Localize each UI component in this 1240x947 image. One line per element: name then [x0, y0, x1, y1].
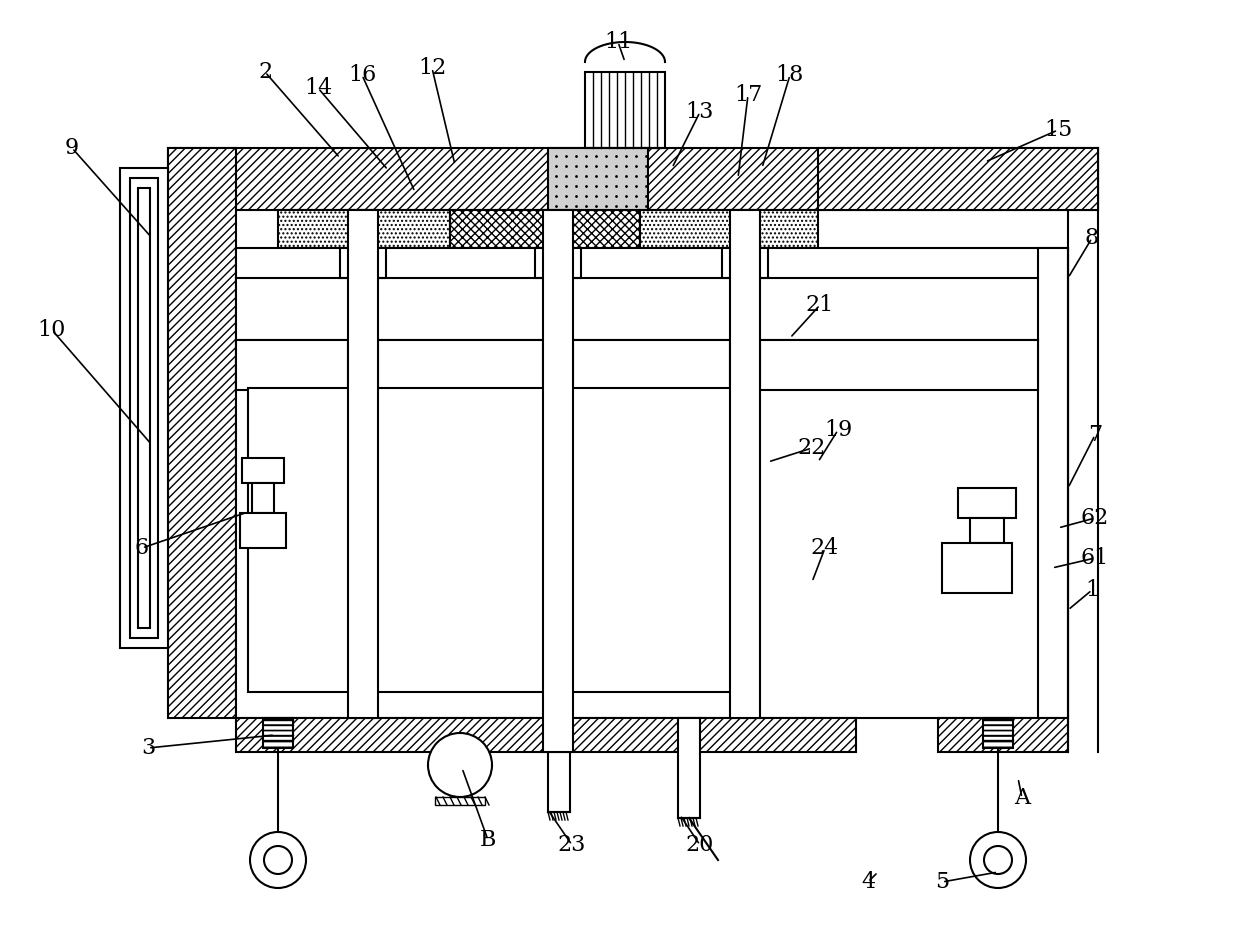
Text: B: B [480, 829, 496, 851]
Bar [120, 168, 167, 648]
Bar [435, 797, 485, 805]
Bar [348, 210, 378, 718]
Text: 61: 61 [1081, 547, 1109, 569]
Text: 3: 3 [141, 737, 155, 759]
Bar [730, 210, 760, 718]
Bar [262, 400, 345, 680]
Text: 24: 24 [811, 537, 839, 559]
Bar [252, 483, 274, 513]
Text: 1: 1 [1085, 579, 1099, 601]
Bar [241, 513, 286, 548]
Circle shape [970, 832, 1025, 888]
Bar [370, 388, 556, 692]
Text: 21: 21 [806, 294, 835, 316]
Text: 15: 15 [1044, 119, 1073, 141]
Bar [138, 188, 150, 628]
Bar [548, 148, 649, 210]
Bar [378, 340, 543, 390]
Text: 10: 10 [37, 319, 66, 341]
Bar [548, 752, 570, 812]
Bar [959, 488, 1016, 518]
Text: 14: 14 [304, 77, 332, 99]
Bar [760, 340, 1038, 390]
Text: 13: 13 [686, 101, 714, 123]
Bar [450, 210, 640, 248]
Text: 7: 7 [1087, 424, 1102, 446]
Bar [236, 340, 348, 390]
Bar [340, 248, 386, 278]
Text: 17: 17 [734, 84, 763, 106]
Text: 8: 8 [1085, 227, 1099, 249]
Bar [640, 210, 818, 248]
Bar [236, 718, 856, 752]
Bar [382, 400, 538, 680]
Text: 12: 12 [418, 57, 446, 79]
Text: 2: 2 [258, 61, 272, 83]
Text: 4: 4 [861, 871, 875, 893]
Bar [248, 388, 358, 692]
Text: 9: 9 [64, 137, 79, 159]
Text: 19: 19 [823, 419, 852, 441]
Bar [236, 248, 1068, 718]
Bar [278, 210, 450, 248]
Bar [130, 178, 157, 638]
Bar [577, 400, 725, 680]
Bar [970, 518, 1004, 543]
Bar [242, 458, 284, 483]
Circle shape [250, 832, 306, 888]
Circle shape [264, 846, 291, 874]
Bar [722, 248, 768, 278]
Bar [937, 718, 1068, 752]
Text: 20: 20 [686, 834, 714, 856]
Text: 22: 22 [797, 437, 826, 459]
Text: 5: 5 [935, 871, 949, 893]
Text: 18: 18 [776, 64, 805, 86]
Bar [942, 543, 1012, 593]
Bar [565, 388, 745, 692]
Bar [573, 340, 730, 390]
Text: A: A [1014, 787, 1030, 809]
Circle shape [985, 846, 1012, 874]
Bar [263, 718, 293, 748]
Bar [543, 210, 573, 752]
Text: 62: 62 [1081, 507, 1109, 529]
Bar [167, 148, 236, 718]
Text: 23: 23 [558, 834, 587, 856]
Text: 11: 11 [604, 31, 632, 53]
Bar [678, 718, 701, 818]
Bar [167, 148, 1097, 210]
Circle shape [428, 733, 492, 797]
Bar [983, 718, 1013, 748]
Bar [1038, 248, 1068, 718]
Text: 6: 6 [135, 537, 149, 559]
Text: 16: 16 [348, 64, 376, 86]
Bar [818, 148, 1097, 210]
Bar [585, 72, 665, 148]
Bar [534, 248, 582, 278]
